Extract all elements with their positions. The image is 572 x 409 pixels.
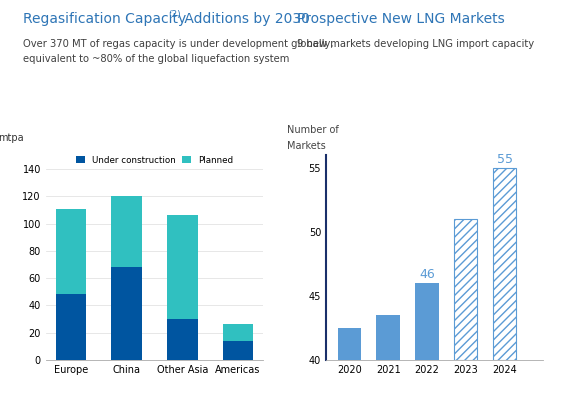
Text: 46: 46 [419, 267, 435, 281]
Bar [55, 294, 86, 360]
Text: Number of: Number of [287, 125, 339, 135]
Text: 9 new markets developing LNG import capacity: 9 new markets developing LNG import capa… [297, 39, 535, 49]
Bar [223, 324, 253, 341]
Text: mtpa: mtpa [0, 133, 23, 143]
Text: Markets: Markets [287, 142, 325, 151]
Text: 55: 55 [496, 153, 513, 166]
Bar [112, 267, 142, 360]
Text: (2): (2) [169, 10, 181, 19]
Bar [112, 196, 142, 267]
Text: Additions by 2030: Additions by 2030 [180, 12, 310, 26]
Text: Over 370 MT of regas capacity is under development globally,: Over 370 MT of regas capacity is under d… [23, 39, 333, 49]
Bar [223, 341, 253, 360]
Bar [55, 209, 86, 294]
Bar [376, 315, 400, 360]
Text: Regasification Capacity: Regasification Capacity [23, 12, 186, 26]
Bar [167, 319, 197, 360]
Legend: Under construction, Planned: Under construction, Planned [76, 156, 233, 165]
Bar [454, 219, 478, 360]
Bar [493, 168, 516, 360]
Bar [415, 283, 439, 360]
Text: equivalent to ~80% of the global liquefaction system: equivalent to ~80% of the global liquefa… [23, 54, 289, 64]
Bar [167, 216, 197, 319]
Text: Prospective New LNG Markets: Prospective New LNG Markets [297, 12, 505, 26]
Bar [337, 328, 361, 360]
